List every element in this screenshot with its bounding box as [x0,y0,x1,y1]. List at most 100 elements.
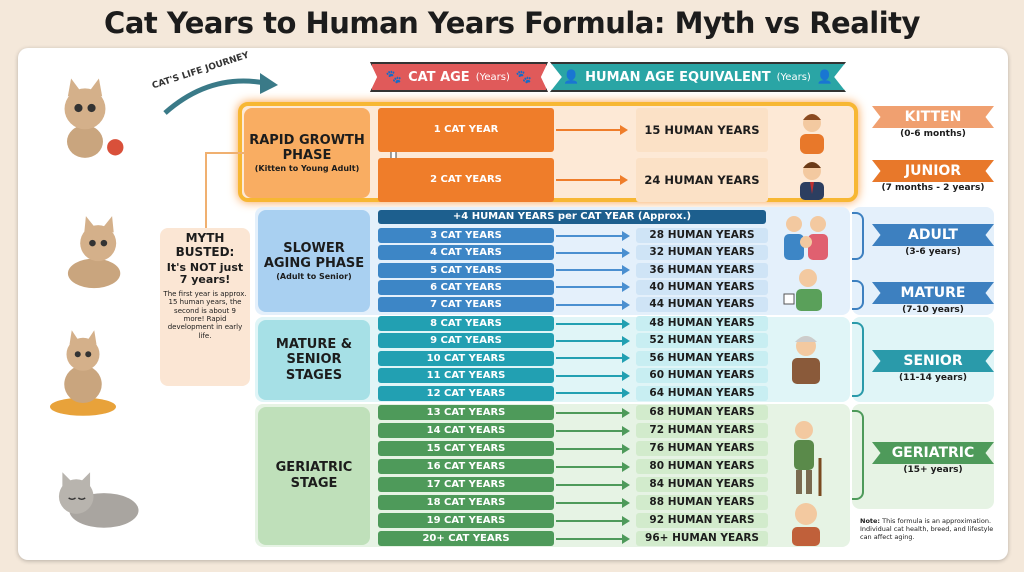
journey-arrow-icon [163,73,278,115]
human-age-cell: 96+ HUMAN YEARS [636,531,768,546]
human-age-cell: 32 HUMAN YEARS [636,245,768,261]
arrow-icon [556,443,630,454]
arrow-icon [556,533,630,544]
cat-age-label: CAT AGE [408,69,470,85]
phase-geriatric: GERIATRIC STAGE [258,407,370,545]
stage-ribbon-junior: JUNIOR [872,160,994,182]
arrow-icon [556,515,630,526]
phase-mature-senior: MATURE & SENIOR STAGES [258,320,370,400]
stage-range: (15+ years) [903,465,963,475]
cat-age-cell: 14 CAT YEARS [378,423,554,438]
stage-range: (3-6 years) [905,247,961,257]
disclaimer-note: Note: This formula is an approximation. … [860,517,1000,541]
human-age-cell: 72 HUMAN YEARS [636,423,768,438]
human-age-cell: 64 HUMAN YEARS [636,385,768,401]
human-age-cell: 76 HUMAN YEARS [636,441,768,456]
cat-age-cell: 9 CAT YEARS [378,333,554,349]
stage-ribbon-senior: SENIOR [872,350,994,372]
human-age-cell: 44 HUMAN YEARS [636,297,768,313]
arrow-icon [556,247,630,258]
stage-ribbon-mature: MATURE [872,282,994,304]
cat-age-cell: 16 CAT YEARS [378,459,554,474]
human-age-cell: 15 HUMAN YEARS [636,108,768,152]
connector-line [205,152,245,228]
mature-brace [852,280,864,310]
arrow-icon [556,282,630,293]
very-old-man-icon [792,503,820,546]
note-label: Note: [860,517,881,525]
myth-busted-box: MYTH BUSTED: It's NOT just 7 years! The … [160,228,250,386]
arrow-icon [556,461,630,472]
kitten-with-yarn-illustration [64,78,124,158]
page-title: Cat Years to Human Years Formula: Myth v… [104,6,920,40]
stage-ribbon-kitten: KITTEN [872,106,994,128]
stage-range: (7 months - 2 years) [881,183,985,193]
elderly-man-with-cane-icon [794,421,822,496]
human-age-header: 👤 HUMAN AGE EQUIVALENT (Years) 👤 [550,62,846,92]
stage-range: (11-14 years) [899,373,967,383]
phase-slower-aging: SLOWER AGING PHASE (Adult to Senior) [258,210,370,312]
cat-age-cell: 2 CAT YEARS [378,158,554,202]
cat-age-cell: 5 CAT YEARS [378,262,554,278]
cat-age-cell: 17 CAT YEARS [378,477,554,492]
senior-cat-sleeping-illustration [58,472,139,528]
phase-title: GERIATRIC STAGE [275,460,353,491]
cat-age-cell: 4 CAT YEARS [378,245,554,261]
cat-age-cell: 15 CAT YEARS [378,441,554,456]
human-age-cell: 48 HUMAN YEARS [636,316,768,331]
arrow-icon [556,497,630,508]
arrow-icon [556,299,630,310]
human-age-cell: 36 HUMAN YEARS [636,262,768,278]
arrow-icon [556,125,628,135]
paw-icon: 🐾 [515,69,533,85]
person-icon: 👤 [816,69,833,85]
stage-range: (7-10 years) [902,305,964,315]
human-age-cell: 28 HUMAN YEARS [636,228,768,243]
cat-age-cell: 12 CAT YEARS [378,385,554,401]
teen-person-icon [800,114,824,154]
cat-age-cell: 13 CAT YEARS [378,405,554,420]
cat-age-cell: 11 CAT YEARS [378,368,554,384]
human-age-cell: 24 HUMAN YEARS [636,158,768,202]
arrow-icon [556,265,630,276]
cat-age-header: 🐾 CAT AGE (Years) 🐾 [370,62,548,92]
paw-icon: 🐾 [385,69,403,85]
human-age-cell: 88 HUMAN YEARS [636,495,768,510]
cat-age-cell: 19 CAT YEARS [378,513,554,528]
myth-title: MYTH BUSTED: [175,231,235,259]
cat-age-cell: 1 CAT YEAR [378,108,554,152]
stage-range: (0-6 months) [900,129,966,139]
arrow-icon [556,407,630,418]
myth-body: The first year is approx. 15 human years… [163,289,247,340]
adult-cat-on-cushion-illustration [50,330,116,416]
stage-ribbon-geriatric: GERIATRIC [872,442,994,464]
arrow-icon [556,479,630,490]
rate-note-bar: +4 HUMAN YEARS per CAT YEAR (Approx.) [378,210,766,224]
arrow-icon [556,335,630,346]
human-age-cell: 84 HUMAN YEARS [636,477,768,492]
elderly-man-icon [792,336,820,384]
human-age-unit: (Years) [776,71,811,83]
phase-title: MATURE & SENIOR STAGES [275,336,353,383]
human-age-cell: 56 HUMAN YEARS [636,350,768,366]
human-age-cell: 60 HUMAN YEARS [636,368,768,384]
cat-age-cell: 7 CAT YEARS [378,297,554,313]
phase-rapid-growth: RAPID GROWTH PHASE (Kitten to Young Adult… [244,108,370,198]
senior-brace [852,322,864,397]
arrow-icon [556,388,630,399]
cat-age-cell: 6 CAT YEARS [378,279,554,295]
person-icon: 👤 [562,69,580,85]
phase-title: RAPID GROWTH PHASE [249,132,365,164]
arrow-icon [556,175,628,185]
family-icon [784,216,828,260]
human-age-cell: 80 HUMAN YEARS [636,459,768,474]
phase-subtitle: (Adult to Senior) [276,271,352,281]
cat-age-cell: 18 CAT YEARS [378,495,554,510]
stage-ribbon-adult: ADULT [872,224,994,246]
arrow-icon [556,353,630,364]
phase-subtitle: (Kitten to Young Adult) [254,163,360,173]
cat-age-cell: 8 CAT YEARS [378,316,554,331]
adult-with-coffee-icon [783,269,822,311]
arrow-icon [556,425,630,436]
cat-age-unit: (Years) [475,71,510,83]
